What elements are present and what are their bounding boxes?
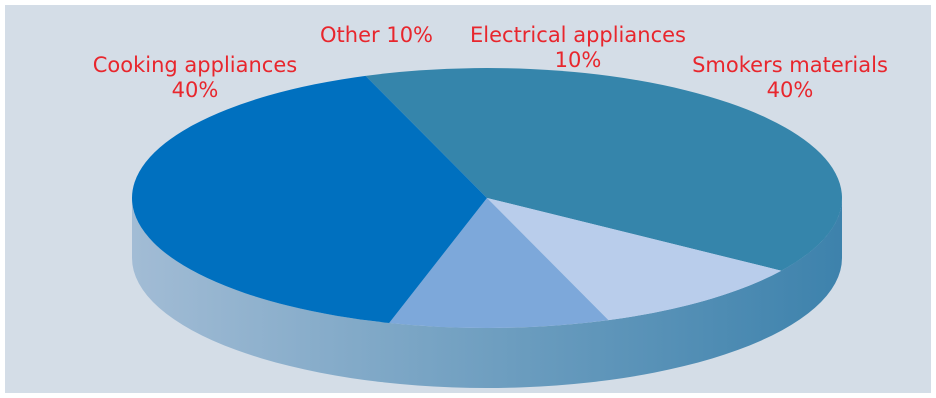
chart-frame: Cooking appliances 40% Other 10% Electri… <box>5 5 931 393</box>
slice-label-electrical-appliances: Electrical appliances <box>470 23 686 47</box>
slice-label-other: Other 10% <box>320 23 433 47</box>
pie-slice-cooking-appliances <box>365 68 842 271</box>
pie-chart: Cooking appliances 40% Other 10% Electri… <box>93 23 888 388</box>
pie-slice-smokers-materials <box>132 75 487 323</box>
slice-value-electrical-appliances: 10% <box>555 48 602 72</box>
slice-value-smokers-materials: 40% <box>767 78 814 102</box>
slice-label-cooking-appliances: Cooking appliances <box>93 53 297 77</box>
pie-side-wall <box>132 198 842 388</box>
slice-value-cooking-appliances: 40% <box>172 78 219 102</box>
pie-slice-other <box>487 198 782 321</box>
slice-label-smokers-materials: Smokers materials <box>692 53 888 77</box>
pie-slice-electrical-appliances <box>389 198 609 328</box>
